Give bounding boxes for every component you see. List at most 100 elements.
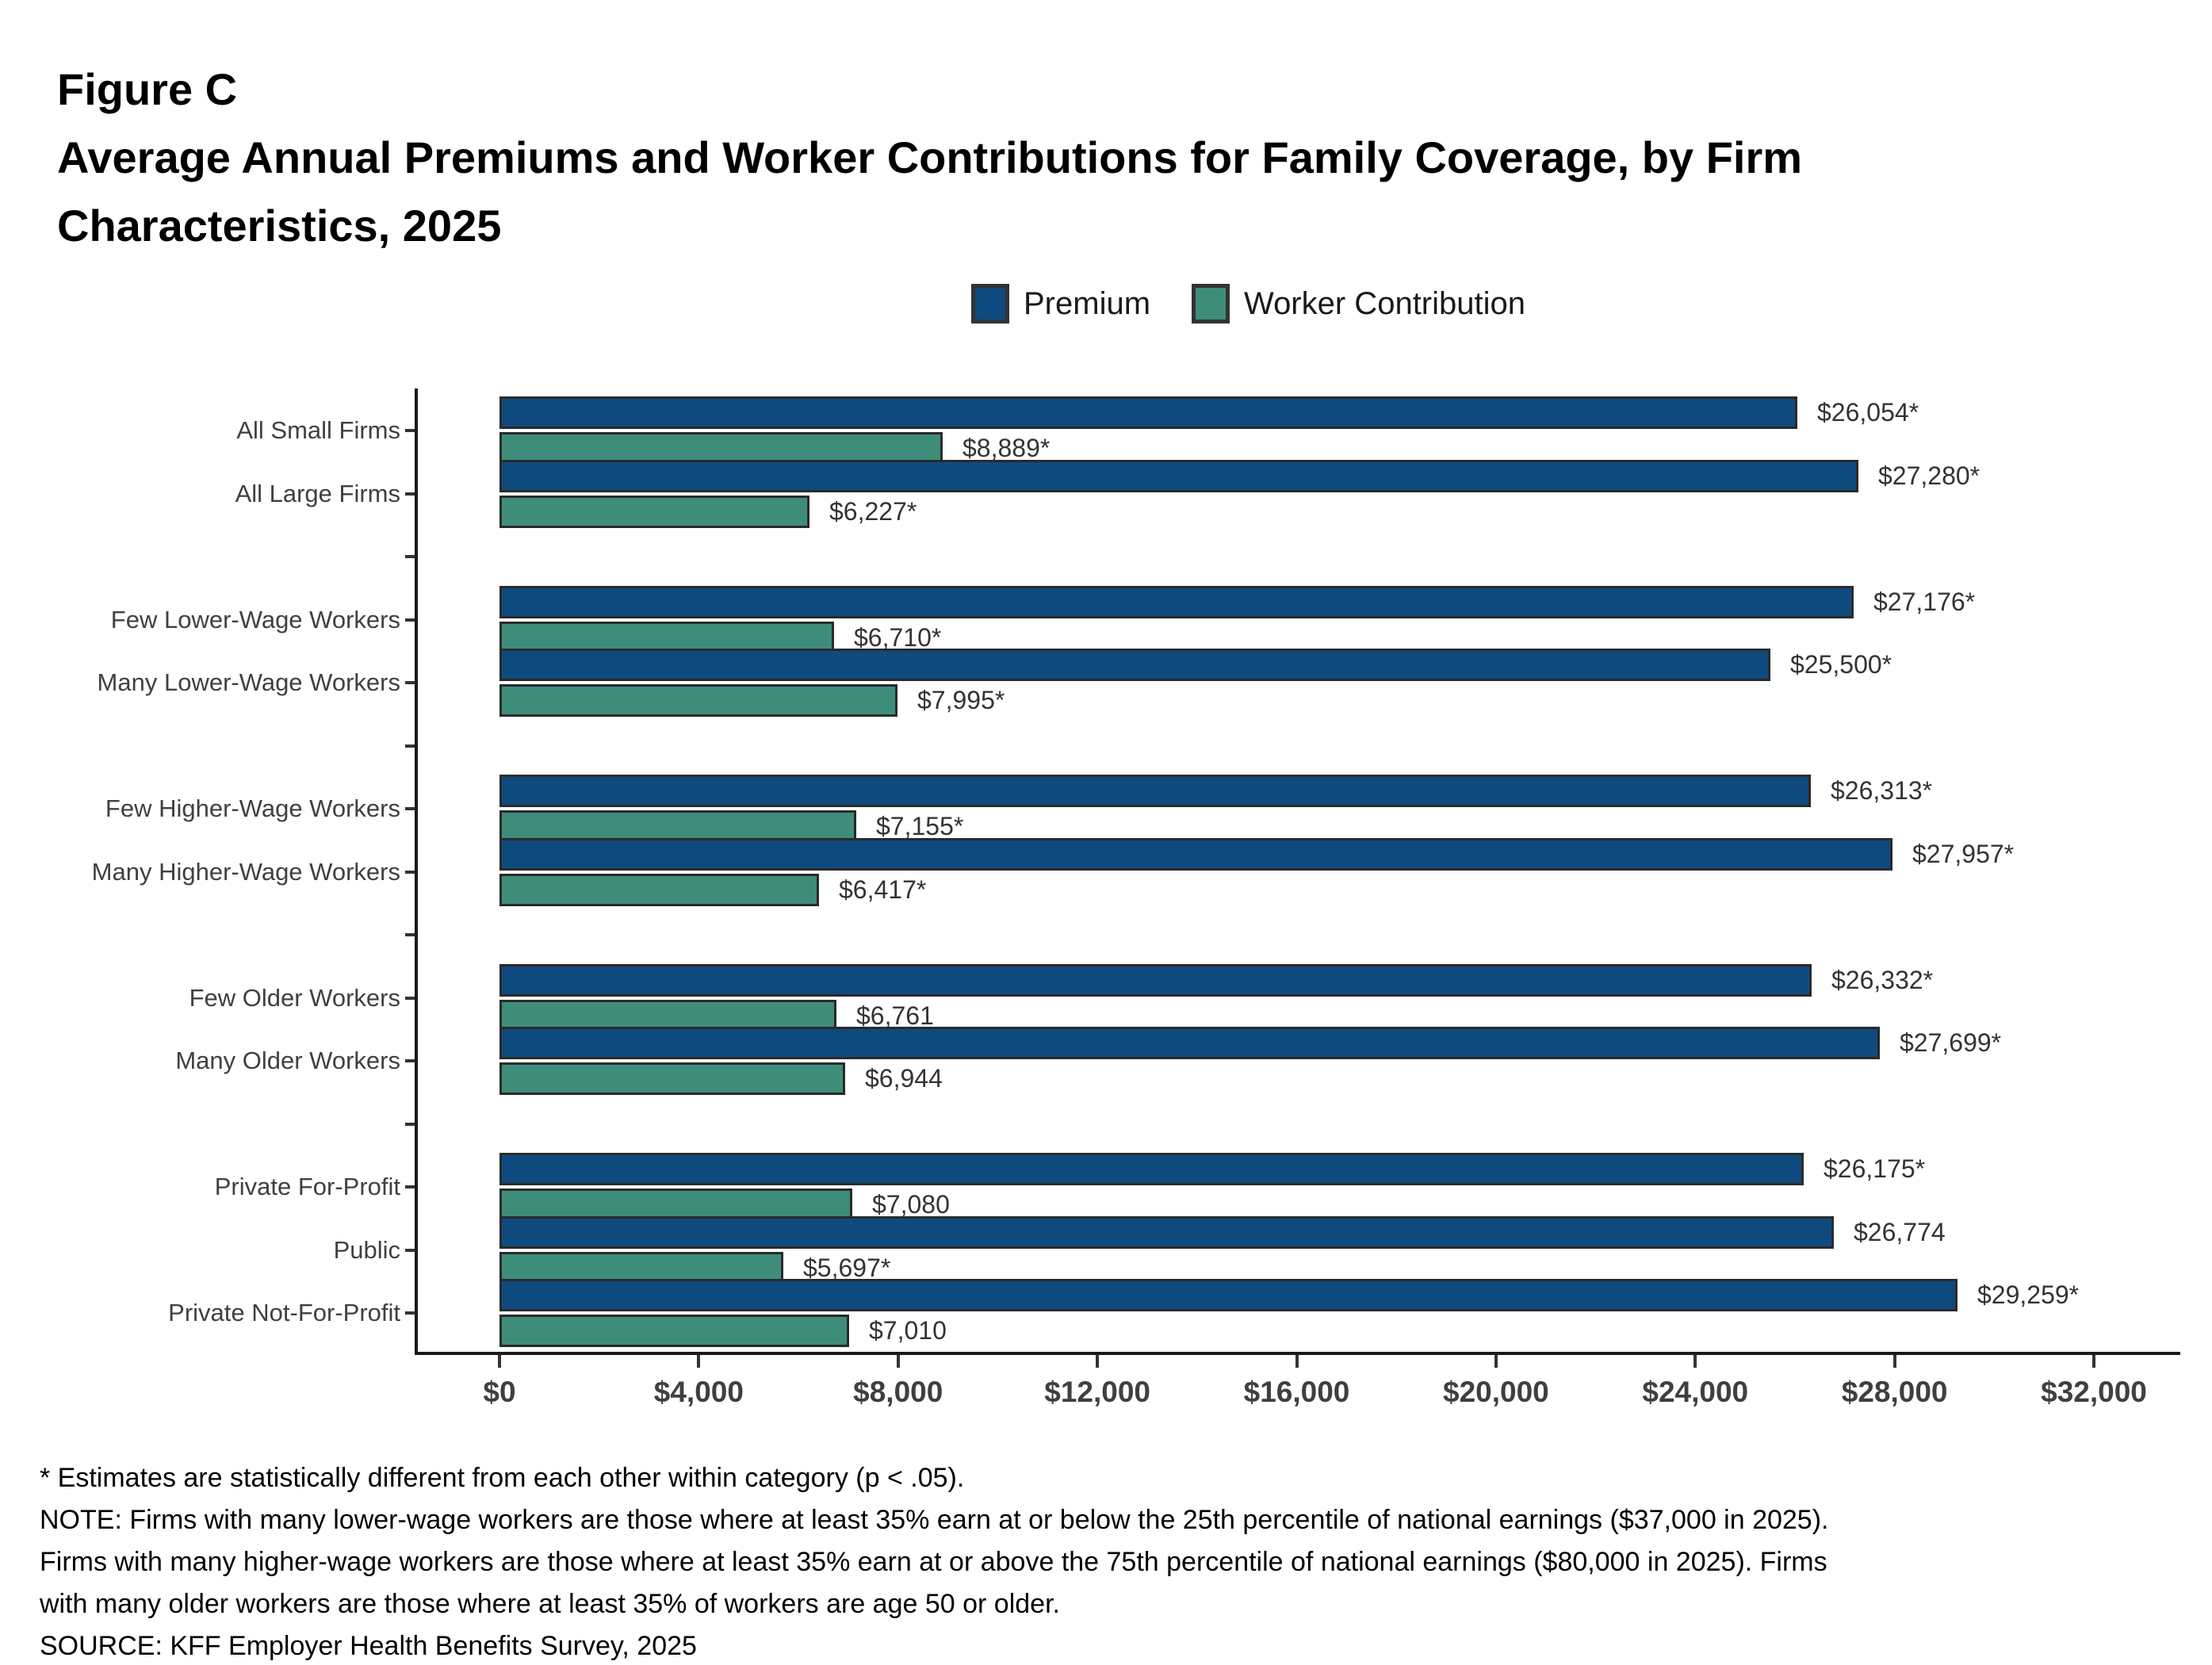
legend-item-premium: Premium: [971, 284, 1150, 323]
y-axis-tick: [405, 1185, 418, 1188]
category-label: Few Older Workers: [189, 983, 400, 1012]
y-axis-tick: [405, 618, 418, 622]
worker-contribution-bar: [499, 684, 897, 717]
category-label: Public: [333, 1235, 400, 1264]
category-label: Many Higher-Wage Workers: [91, 857, 400, 886]
worker-value-label: $7,155*: [876, 812, 964, 840]
x-tick-label: $12,000: [1044, 1376, 1150, 1408]
x-axis-tick: [1693, 1355, 1697, 1368]
x-axis-tick: [2092, 1355, 2095, 1368]
x-axis-tick: [498, 1355, 501, 1368]
worker-contribution-swatch: [1192, 284, 1230, 323]
y-axis-tick: [405, 1122, 418, 1126]
worker-contribution-bar: [499, 432, 943, 465]
footnote-note-line-2: Firms with many higher-wage workers are …: [40, 1547, 1827, 1577]
x-tick-label: $32,000: [2041, 1376, 2147, 1408]
premium-swatch: [971, 284, 1009, 323]
premium-bar: [499, 1153, 1804, 1185]
x-tick-label: $20,000: [1443, 1376, 1549, 1408]
footnote-note-line-3: with many older workers are those where …: [40, 1589, 1060, 1619]
premium-value-label: $26,774: [1854, 1217, 1946, 1246]
worker-contribution-bar: [499, 873, 819, 906]
premium-bar: [499, 585, 1854, 618]
x-tick-label: $28,000: [1841, 1376, 1948, 1408]
legend-item-worker-contribution: Worker Contribution: [1192, 284, 1525, 323]
chart-title-line-2: Characteristics, 2025: [57, 201, 502, 251]
figure-label: Figure C: [57, 64, 238, 114]
x-tick-label: $4,000: [653, 1376, 744, 1408]
y-axis-tick: [405, 1248, 418, 1252]
x-axis-tick: [896, 1355, 900, 1368]
premium-bar: [499, 649, 1770, 681]
category-label: Many Older Workers: [175, 1047, 400, 1074]
x-axis-tick: [1494, 1355, 1498, 1368]
x-tick-label: $16,000: [1243, 1376, 1350, 1408]
premium-value-label: $25,500*: [1790, 650, 1892, 679]
legend: Premium Worker Contribution: [971, 284, 1525, 323]
x-axis-tick: [1892, 1355, 1896, 1368]
y-axis-tick: [405, 996, 418, 1000]
category-label: All Small Firms: [236, 416, 400, 444]
premium-value-label: $26,054*: [1817, 398, 1919, 427]
worker-contribution-bar: [499, 1062, 845, 1095]
category-label: All Large Firms: [235, 479, 400, 507]
premium-bar: [499, 396, 1797, 429]
x-tick-label: $0: [483, 1376, 516, 1408]
premium-bar: [499, 1215, 1834, 1249]
worker-value-label: $6,227*: [829, 496, 917, 526]
title-block: Figure C Average Annual Premiums and Wor…: [57, 56, 1802, 260]
source-line: SOURCE: KFF Employer Health Benefits Sur…: [40, 1631, 697, 1661]
y-axis-tick: [405, 1059, 418, 1062]
worker-value-label: $6,710*: [854, 622, 942, 652]
chart-title-line-1: Average Annual Premiums and Worker Contr…: [57, 132, 1803, 182]
y-axis-line: [415, 388, 418, 1355]
worker-value-label: $6,761: [856, 1001, 934, 1030]
premium-bar: [499, 837, 1892, 871]
category-label: Many Lower-Wage Workers: [97, 668, 400, 696]
footnote-significance: * Estimates are statistically different …: [40, 1463, 965, 1493]
worker-contribution-bar: [499, 495, 809, 528]
category-label: Private Not-For-Profit: [168, 1299, 400, 1326]
x-axis-tick: [1295, 1355, 1299, 1368]
worker-value-label: $7,010: [869, 1316, 947, 1345]
premium-bar: [499, 459, 1858, 492]
worker-contribution-legend-label: Worker Contribution: [1244, 285, 1525, 321]
x-axis-tick: [1096, 1355, 1100, 1368]
premium-value-label: $27,280*: [1878, 461, 1980, 490]
premium-value-label: $27,699*: [1900, 1028, 2002, 1057]
footnotes: * Estimates are statistically different …: [40, 1457, 1828, 1665]
premium-value-label: $26,175*: [1824, 1154, 1926, 1183]
y-axis-tick: [405, 807, 418, 810]
x-axis-line: [415, 1352, 2180, 1355]
premium-value-label: $26,313*: [1831, 776, 1933, 805]
y-axis-tick: [405, 870, 418, 874]
y-axis-tick: [405, 429, 418, 432]
premium-bar: [499, 775, 1811, 807]
y-axis-tick: [405, 492, 418, 496]
category-label: Few Lower-Wage Workers: [110, 605, 400, 633]
premium-value-label: $26,332*: [1831, 965, 1934, 994]
premium-bar: [499, 1027, 1880, 1059]
footnote-note-line-1: NOTE: Firms with many lower-wage workers…: [40, 1505, 1829, 1535]
worker-value-label: $6,417*: [839, 875, 927, 904]
worker-value-label: $6,944: [865, 1064, 943, 1093]
premium-value-label: $27,176*: [1873, 587, 1976, 616]
worker-value-label: $7,995*: [917, 686, 1005, 714]
worker-value-label: $8,889*: [962, 434, 1051, 462]
y-axis-tick: [405, 933, 418, 936]
premium-value-label: $29,259*: [1977, 1280, 2080, 1309]
category-label: Private For-Profit: [214, 1173, 400, 1200]
x-axis-tick: [697, 1355, 701, 1368]
premium-bar: [499, 1279, 1958, 1311]
worker-contribution-bar: [499, 1315, 849, 1347]
y-axis-tick: [405, 744, 418, 748]
y-axis-tick: [405, 1311, 418, 1315]
category-label: Few Higher-Wage Workers: [105, 794, 400, 822]
premium-legend-label: Premium: [1024, 285, 1151, 321]
worker-value-label: $7,080: [872, 1190, 950, 1219]
y-axis-tick: [405, 681, 418, 684]
x-tick-label: $24,000: [1642, 1376, 1749, 1408]
premium-value-label: $27,957*: [1912, 839, 2015, 868]
